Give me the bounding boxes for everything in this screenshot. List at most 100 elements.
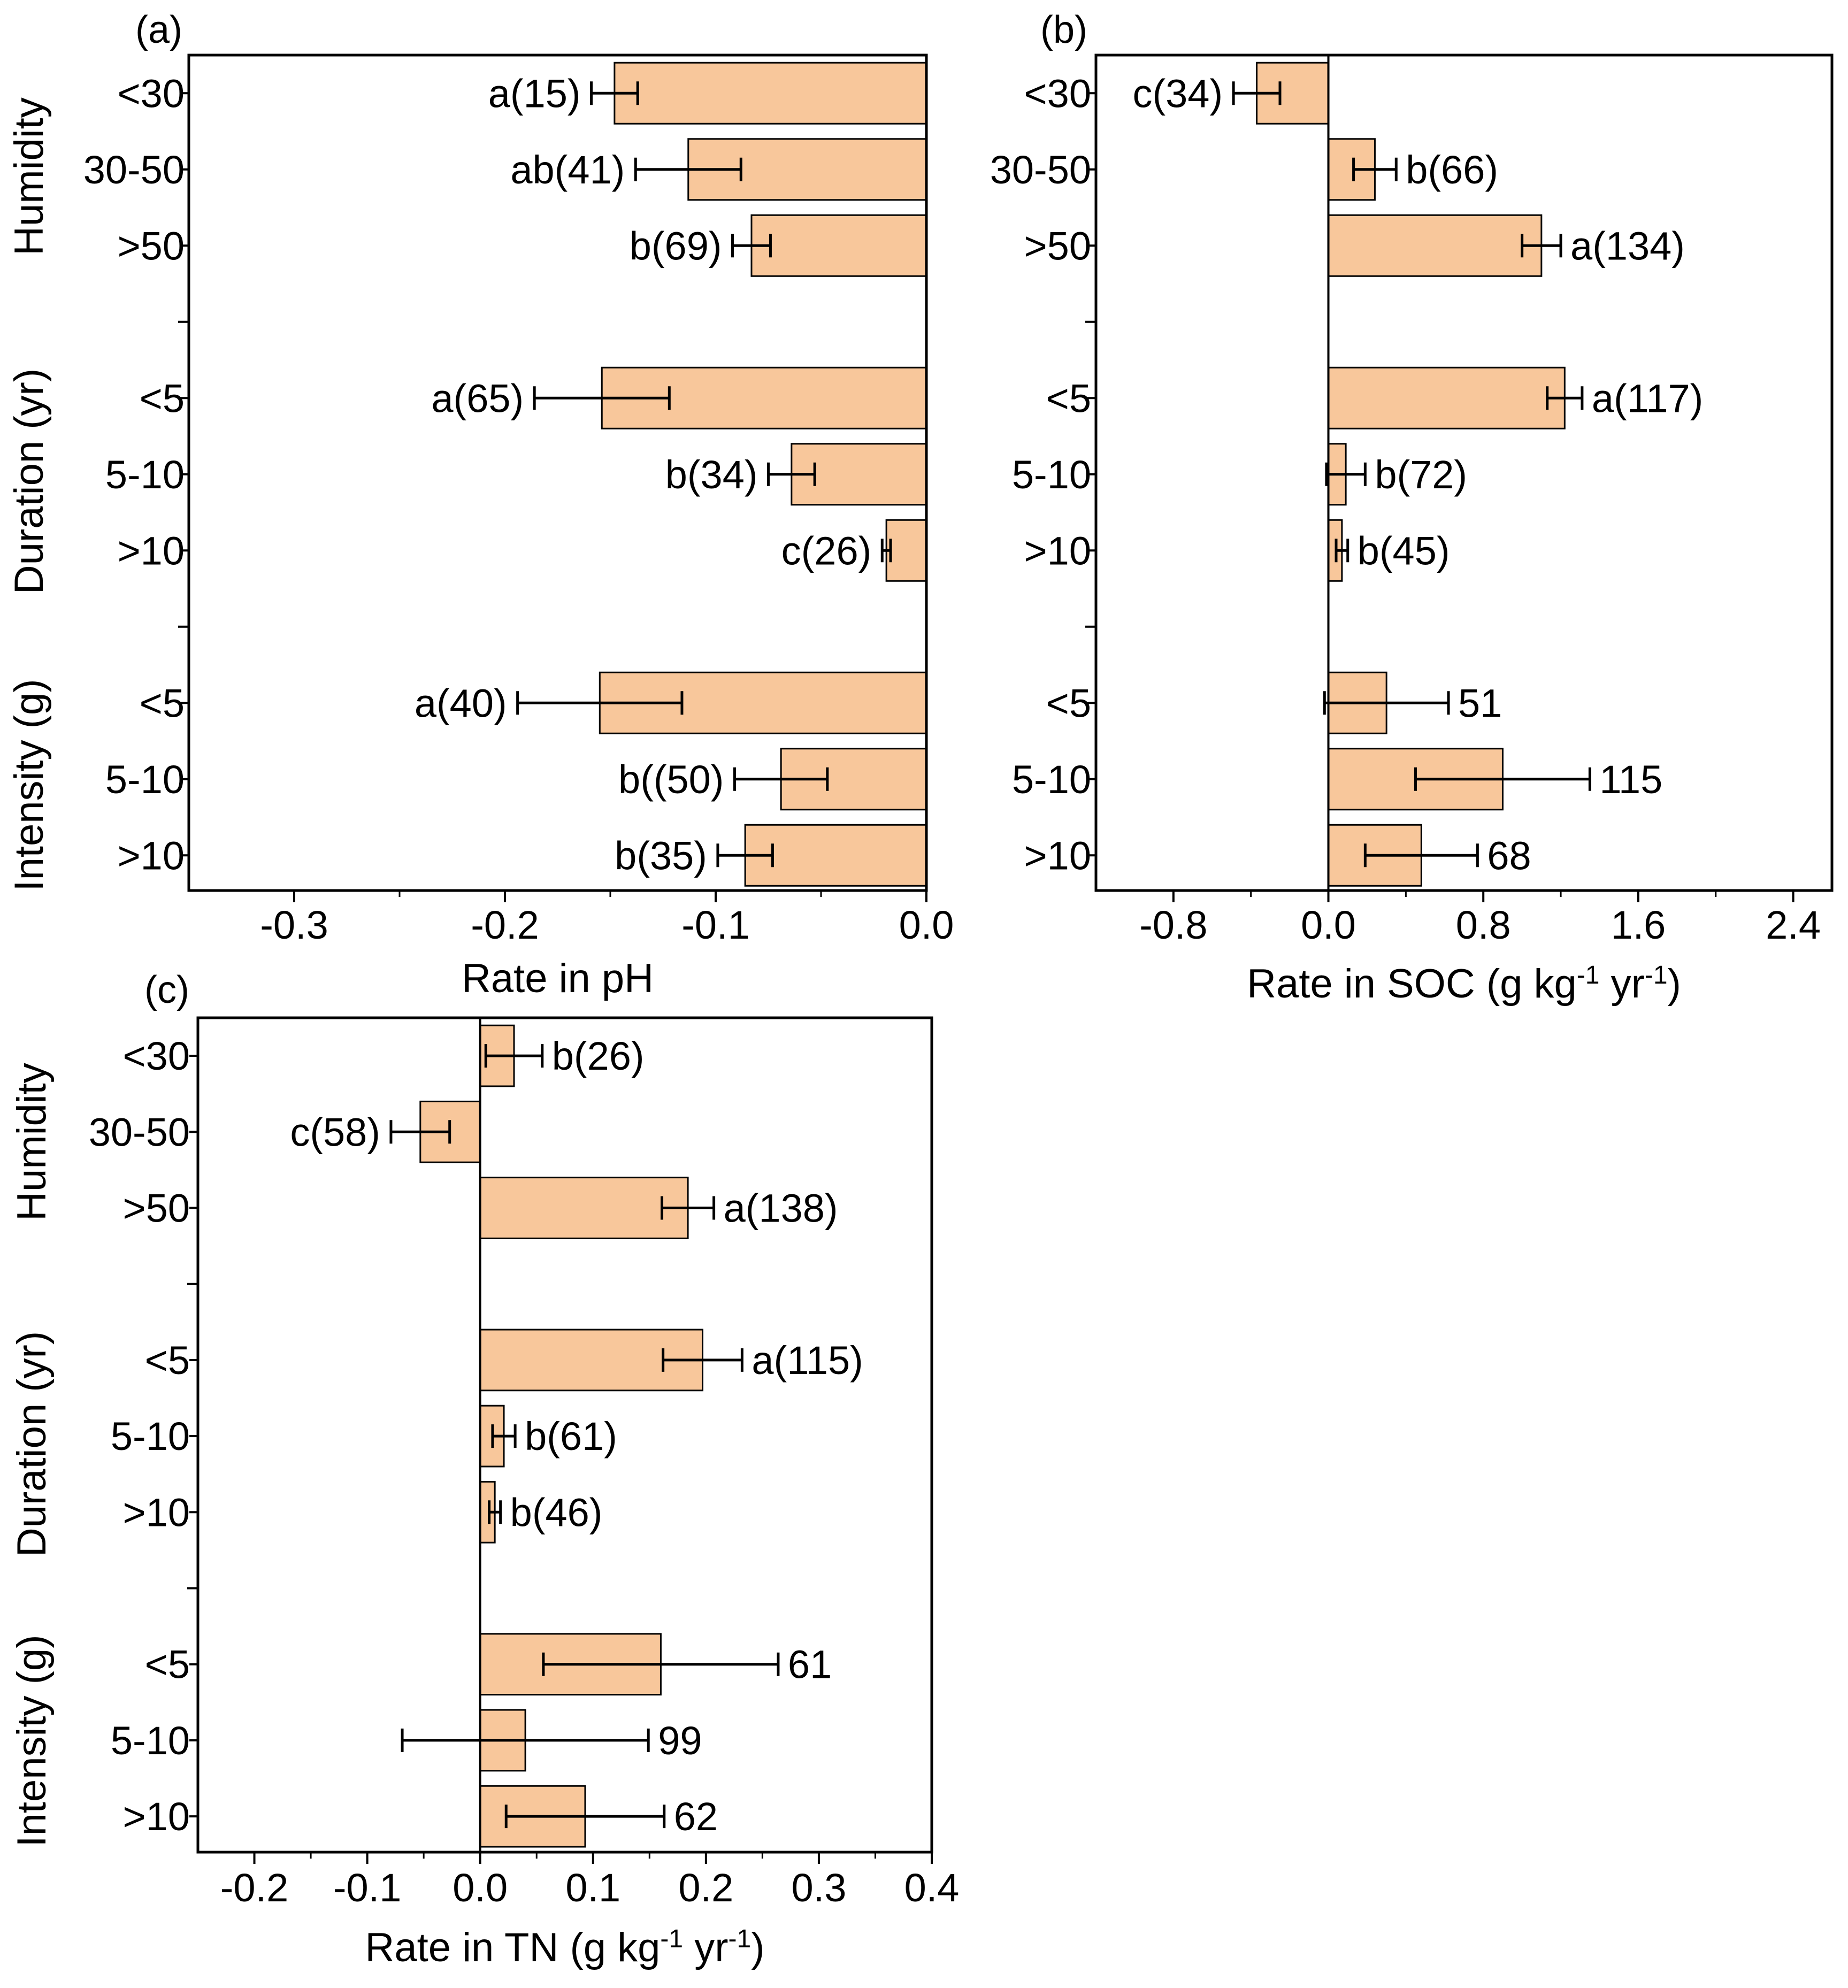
error-bar <box>516 691 684 715</box>
error-bar <box>590 81 639 105</box>
error-bar <box>1414 767 1591 791</box>
x-tick-label: -0.3 <box>260 903 328 947</box>
error-bar <box>733 767 829 791</box>
category-label: <30 <box>117 71 185 116</box>
bar-label: a(134) <box>1570 224 1685 268</box>
error-bar <box>533 386 671 410</box>
panel-a: a(15) <30 ab(41) 30-50 b(69) >50 a(65) <5 b(34) 5… <box>6 9 954 1001</box>
category-label: <5 <box>1046 681 1091 725</box>
group-title: Humidity <box>6 97 52 256</box>
bar <box>614 62 927 125</box>
x-tick-label: -0.1 <box>333 1866 402 1910</box>
bar <box>1328 366 1566 429</box>
bar-label: b(35) <box>615 833 707 878</box>
bar <box>1328 214 1543 277</box>
group-title: Humidity <box>9 1063 55 1221</box>
error-bar <box>1352 157 1398 181</box>
bar-label: b(69) <box>630 224 722 268</box>
bar-label: b(45) <box>1358 528 1450 573</box>
error-bar <box>662 1348 743 1372</box>
x-tick-label: -0.8 <box>1139 903 1208 947</box>
error-bar <box>1232 81 1282 105</box>
category-label: <30 <box>122 1034 190 1078</box>
bar-label: b(34) <box>665 452 758 497</box>
x-tick-label: 0.3 <box>791 1866 846 1910</box>
error-bar <box>1546 386 1584 410</box>
x-tick-label: -0.2 <box>220 1866 289 1910</box>
bar <box>885 519 927 582</box>
x-tick-label: 0.0 <box>1301 903 1356 947</box>
x-axis-title: Rate in SOC (g kg-1 yr-1) <box>1247 961 1681 1007</box>
x-tick-label: 0.1 <box>565 1866 620 1910</box>
category-label: >50 <box>122 1186 190 1231</box>
category-label: 30-50 <box>89 1110 190 1154</box>
bar-label: c(34) <box>1132 71 1223 116</box>
x-tick-label: 1.6 <box>1611 903 1666 947</box>
category-label: >10 <box>122 1490 190 1534</box>
bar-label: b(46) <box>510 1490 603 1534</box>
category-label: <5 <box>1046 376 1091 420</box>
bar-label: a(138) <box>724 1186 838 1231</box>
bar-label: 99 <box>658 1718 702 1763</box>
category-label: >50 <box>117 224 185 268</box>
x-axis-title: Rate in TN (g kg-1 yr-1) <box>365 1925 764 1971</box>
error-bar <box>1325 462 1367 486</box>
panel-b: c(34) <30 b(66) 30-50 a(134) >50 a(117) <5 b(72)… <box>990 9 1834 1007</box>
error-bar <box>491 1424 517 1448</box>
x-tick-label: 0.0 <box>899 903 954 947</box>
x-axis-title: Rate in pH <box>462 956 654 1001</box>
error-bar <box>488 1500 502 1524</box>
plot-frame <box>187 53 928 892</box>
error-bar <box>542 1652 780 1676</box>
error-bar <box>767 462 816 486</box>
error-bar <box>401 1728 650 1752</box>
group-title: Duration (yr) <box>6 369 52 594</box>
bar-label: 62 <box>674 1794 718 1839</box>
category-label: 5-10 <box>111 1718 190 1763</box>
error-bar <box>484 1044 544 1068</box>
bar-label: b(26) <box>552 1034 645 1078</box>
error-bar <box>634 157 742 181</box>
bar-label: c(58) <box>290 1110 380 1154</box>
plot-frame <box>196 1016 933 1854</box>
category-label: >50 <box>1024 224 1091 268</box>
x-tick-label: 2.4 <box>1766 903 1821 947</box>
category-label: <5 <box>140 376 185 420</box>
category-label: <30 <box>1024 71 1091 116</box>
bar-label: a(117) <box>1592 376 1703 420</box>
error-bar <box>1521 234 1562 258</box>
panel-label: (a) <box>135 9 182 51</box>
plot-frame <box>1094 53 1834 892</box>
category-label: <5 <box>140 681 185 725</box>
error-bar <box>389 1120 451 1144</box>
bar-label: a(115) <box>752 1338 863 1383</box>
category-label: 5-10 <box>105 757 185 802</box>
category-label: 30-50 <box>990 148 1091 192</box>
group-title: Intensity (g) <box>9 1634 55 1847</box>
bar-label: a(40) <box>415 681 507 725</box>
category-label: >10 <box>117 528 185 573</box>
category-label: 30-50 <box>83 148 185 192</box>
panel-c: b(26) <30 c(58) 30-50 a(138) >50 a(115) <5 b(61)… <box>9 969 959 1970</box>
category-label: <5 <box>145 1338 190 1383</box>
panel-label: (c) <box>144 969 189 1011</box>
category-label: 5-10 <box>105 452 185 497</box>
bar-label: 68 <box>1487 833 1531 878</box>
category-label: >10 <box>122 1794 190 1839</box>
bar-label: ab(41) <box>510 148 625 192</box>
x-tick-label: 0.0 <box>453 1866 508 1910</box>
bar-label: b(61) <box>525 1414 617 1459</box>
bar <box>750 214 927 277</box>
group-title: Intensity (g) <box>6 679 52 891</box>
error-bar <box>661 1196 716 1220</box>
bar-label: b(72) <box>1375 452 1467 497</box>
category-label: <5 <box>145 1642 190 1687</box>
error-bar <box>1335 539 1349 563</box>
category-label: >10 <box>117 833 185 878</box>
bar-label: 61 <box>788 1642 832 1687</box>
x-tick-label: -0.2 <box>471 903 539 947</box>
error-bar <box>880 539 892 563</box>
x-tick-label: 0.8 <box>1456 903 1511 947</box>
bar-label: 115 <box>1599 757 1662 802</box>
